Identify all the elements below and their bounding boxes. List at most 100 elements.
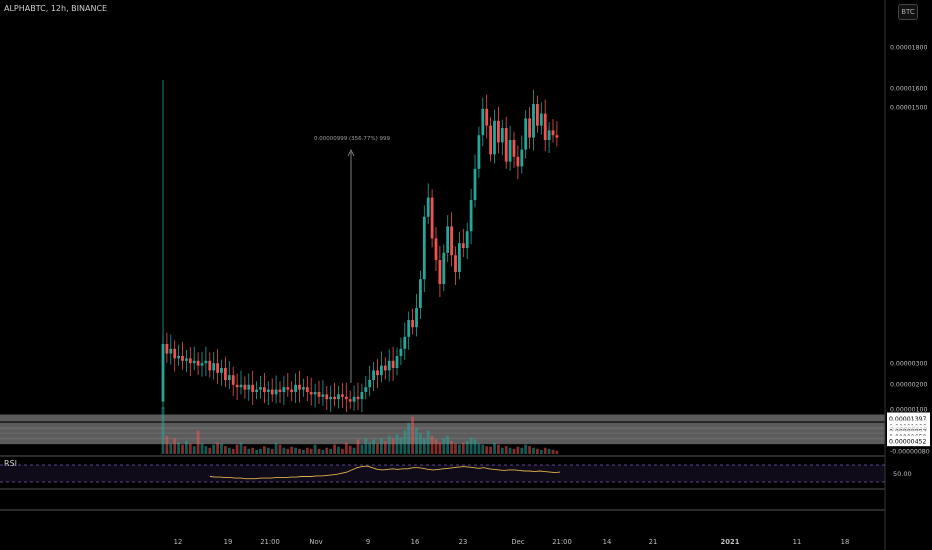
candle-body	[173, 348, 177, 359]
candle-body	[380, 365, 383, 376]
candle-body	[364, 387, 368, 392]
volume-bar	[497, 444, 500, 454]
candle-body	[282, 387, 286, 392]
time-tick-label: 18	[841, 538, 850, 546]
candle-body	[169, 348, 173, 354]
candle-body	[497, 120, 500, 143]
volume-bar	[329, 448, 333, 454]
candle-body	[543, 113, 547, 140]
volume-bar	[282, 447, 286, 454]
price-tick-label: 0.00000300	[890, 361, 927, 368]
candle-body	[465, 231, 469, 248]
volume-bar	[539, 449, 543, 454]
volume-bar	[403, 430, 407, 454]
volume-bar	[415, 428, 418, 454]
volume-bar	[493, 442, 496, 454]
volume-bar	[407, 422, 411, 454]
candle-body	[481, 108, 485, 136]
volume-bar	[352, 447, 356, 454]
volume-bar	[192, 446, 196, 454]
volume-bar	[235, 444, 239, 454]
candle-body	[360, 392, 364, 400]
volume-bar	[212, 444, 216, 454]
time-tick-label: 21	[649, 538, 658, 546]
volume-bar	[317, 448, 321, 454]
candle-body	[231, 375, 235, 385]
volume-bar	[387, 435, 391, 454]
candle-body	[368, 380, 372, 388]
candle-body	[419, 279, 422, 308]
time-tick-label: 2021	[721, 538, 740, 546]
rsi-band	[0, 465, 885, 482]
volume-bar	[504, 446, 508, 454]
volume-bar	[543, 447, 547, 454]
candle-body	[489, 125, 492, 155]
volume-bar	[290, 446, 294, 454]
candle-body	[255, 389, 258, 392]
candle-body	[461, 243, 465, 248]
volume-bar	[227, 447, 231, 454]
price-tick-label: 0.00001800	[890, 45, 927, 52]
price-tag	[887, 413, 930, 424]
volume-bar	[399, 437, 403, 454]
price-tick-label: 0.00001500	[890, 105, 927, 112]
candle-body	[294, 384, 297, 392]
candle-body	[438, 260, 442, 284]
volume-bar	[185, 441, 188, 454]
candle-body	[302, 387, 305, 390]
volume-bar	[313, 444, 317, 454]
candle-body	[196, 360, 200, 366]
volume-bar	[430, 435, 434, 454]
time-tick-label: Dec	[511, 538, 524, 546]
volume-bar	[165, 435, 169, 454]
candle-body	[532, 104, 535, 138]
rsi-line	[209, 465, 561, 480]
volume-bar	[383, 441, 387, 454]
volume-bar	[528, 446, 531, 454]
price-tick-label: 0.00000100	[890, 407, 927, 414]
candle-body	[383, 365, 387, 371]
volume-bar	[243, 446, 247, 454]
candle-body	[446, 226, 450, 253]
candle-body	[403, 336, 407, 349]
volume-bar	[489, 446, 492, 454]
volume-bar	[344, 442, 348, 454]
price-tick-label: 0.00000010	[890, 427, 927, 434]
candle-body	[270, 389, 274, 395]
candle-body	[376, 370, 379, 376]
candle-body	[165, 344, 169, 354]
volume-bar	[465, 441, 469, 454]
volume-bar	[426, 430, 430, 454]
candle-body	[286, 387, 290, 390]
volume-bar	[188, 443, 192, 454]
candle-body	[407, 320, 411, 337]
candle-body	[224, 368, 227, 380]
candle-body	[504, 128, 508, 162]
candle-body	[477, 135, 481, 169]
candle-body	[333, 396, 336, 400]
candle-body	[524, 118, 528, 150]
volume-bar	[321, 449, 325, 454]
candle-body	[551, 130, 555, 136]
volume-bar	[551, 449, 555, 454]
time-tick-label: 16	[411, 538, 420, 546]
candle-body	[473, 168, 477, 200]
candle-body	[309, 392, 313, 395]
volume-bar	[259, 448, 262, 454]
volume-bar	[547, 448, 551, 454]
volume-bar	[380, 438, 383, 454]
volume-bar	[286, 448, 290, 454]
currency-badge[interactable]: BTC	[898, 4, 918, 20]
volume-bar	[536, 448, 539, 454]
candle-body	[450, 226, 453, 256]
volume-bar	[161, 407, 165, 454]
volume-bar	[411, 416, 414, 454]
candle-body	[411, 320, 414, 328]
volume-bar	[364, 438, 368, 454]
candle-body	[458, 243, 461, 272]
volume-bar	[208, 447, 212, 454]
volume-bar	[173, 438, 177, 454]
volume-bar	[204, 446, 208, 454]
candle-body	[508, 140, 512, 162]
